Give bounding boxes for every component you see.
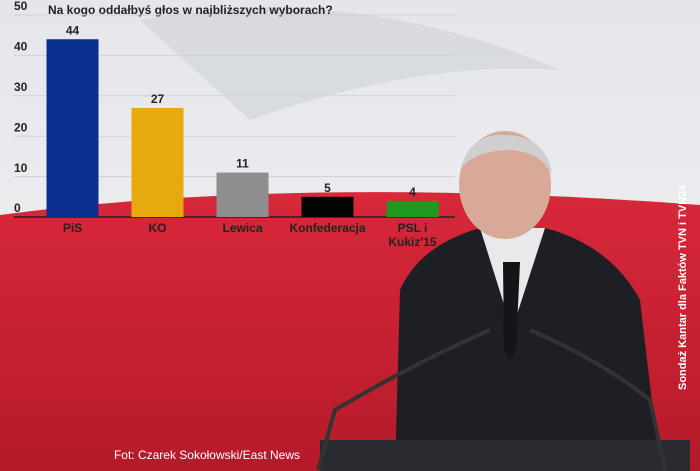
y-tick-label: 10 [14, 161, 28, 175]
data-label: 11 [236, 157, 249, 171]
y-tick-label: 20 [14, 120, 28, 134]
x-tick-label-box: PiS [31, 221, 115, 235]
flag-fold [140, 7, 560, 121]
x-tick-label: Lewica [222, 221, 263, 235]
data-label: 4 [409, 185, 416, 199]
x-tick-label-box: PSL i Kukiz'15 [371, 221, 455, 249]
y-tick-label: 30 [14, 80, 28, 94]
x-tick-label-box: Lewica [201, 221, 285, 235]
x-tick-label-box: KO [116, 221, 200, 235]
speaker [316, 131, 690, 471]
bar [216, 172, 269, 217]
data-label: 27 [151, 92, 165, 106]
source-note: Sondaż Kantar dla Faktów TVN i TVN24 [677, 184, 689, 390]
x-tick-label: KO [148, 221, 167, 235]
x-tick-label-box: Konfederacja [286, 221, 370, 235]
data-label: 44 [66, 23, 80, 37]
bar [46, 39, 99, 217]
y-tick-label: 40 [14, 40, 28, 54]
bar [386, 200, 439, 217]
x-tick-label: Konfederacja [289, 221, 366, 235]
x-tick-label: PiS [62, 221, 83, 235]
bar [301, 196, 354, 217]
y-tick-label: 50 [14, 0, 28, 13]
bar [131, 107, 184, 217]
y-tick-label: 0 [14, 201, 21, 215]
data-label: 5 [324, 181, 331, 195]
x-tick-label: PSL i Kukiz'15 [388, 221, 437, 249]
photo-credit: Fot: Czarek Sokołowski/East News [114, 448, 300, 462]
chart-title: Na kogo oddałbyś głos w najbliższych wyb… [48, 3, 333, 17]
